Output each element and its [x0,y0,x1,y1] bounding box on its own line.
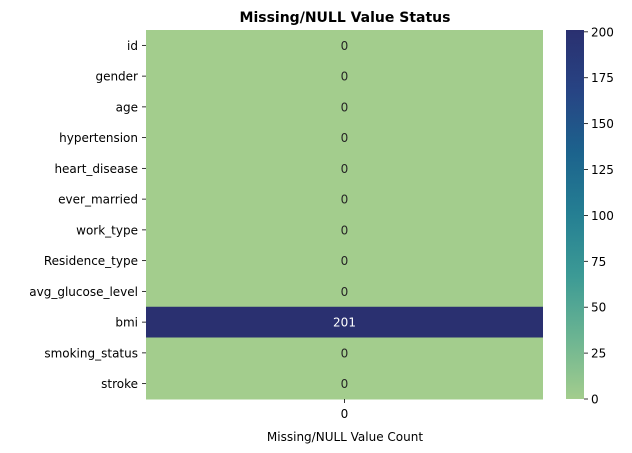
heatmap-cell-hypertension [146,122,543,154]
colorbar-tick-label: 175 [591,71,614,85]
y-tick-label-avg_glucose_level: avg_glucose_level [29,285,138,299]
colorbar-tick-label: 150 [591,117,614,131]
cell-annotation-id: 0 [341,39,349,53]
x-tick-labels: 0 [341,399,349,421]
cell-annotation-stroke: 0 [341,377,349,391]
heatmap-cell-gender [146,60,543,92]
y-tick-label-bmi: bmi [115,316,138,330]
y-tick-label-Residence_type: Residence_type [44,254,138,268]
cell-annotation-Residence_type: 0 [341,254,349,268]
colorbar-tick-label: 200 [591,25,614,39]
y-tick-label-age: age [116,100,138,114]
y-tick-label-id: id [127,39,138,53]
colorbar-tick-label: 0 [591,393,599,407]
colorbar-tick-label: 25 [591,347,606,361]
cell-annotation-heart_disease: 0 [341,162,349,176]
heatmap-cell-id [146,30,543,62]
heatmap-cell-smoking_status [146,337,543,369]
x-tick-label: 0 [341,407,349,421]
colorbar-ticks: 0 25 50 75 100 125 150 175 200 [584,25,614,407]
heatmap-cell-avg_glucose_level [146,276,543,308]
cell-annotation-gender: 0 [341,70,349,84]
heatmap-cell-age [146,91,543,123]
heatmap-cell-stroke [146,368,543,400]
y-tick-label-smoking_status: smoking_status [44,346,138,360]
colorbar-tick-label: 100 [591,209,614,223]
colorbar-tick-label: 125 [591,163,614,177]
y-tick-labels: id gender age hypertension heart_diseaseever… [29,39,146,391]
cell-annotation-hypertension: 0 [341,131,349,145]
y-tick-label-ever_married: ever_married [58,193,138,207]
cell-annotation-work_type: 0 [341,223,349,237]
heatmap-cells: 0 0 0 0 0 0 0 0 0 201 0 0 [146,30,543,400]
cell-annotation-ever_married: 0 [341,193,349,207]
heatmap-cell-ever_married [146,183,543,215]
heatmap-cell-bmi [146,306,543,338]
y-tick-label-stroke: stroke [101,377,138,391]
colorbar-tick-label: 75 [591,255,606,269]
y-tick-label-gender: gender [95,70,138,84]
cell-annotation-avg_glucose_level: 0 [341,285,349,299]
cell-annotation-smoking_status: 0 [341,346,349,360]
cell-annotation-bmi: 201 [333,316,356,330]
chart-title: Missing/NULL Value Status [240,10,451,26]
y-tick-label-heart_disease: heart_disease [54,162,138,176]
heatmap-cell-heart_disease [146,153,543,185]
x-axis-label: Missing/NULL Value Count [267,430,423,444]
y-tick-label-work_type: work_type [76,223,138,237]
cell-annotation-age: 0 [341,100,349,114]
heatmap-cell-work_type [146,214,543,246]
colorbar-tick-label: 50 [591,301,606,315]
colorbar [566,30,584,399]
y-tick-label-hypertension: hypertension [59,131,138,145]
heatmap-cell-Residence_type [146,245,543,277]
